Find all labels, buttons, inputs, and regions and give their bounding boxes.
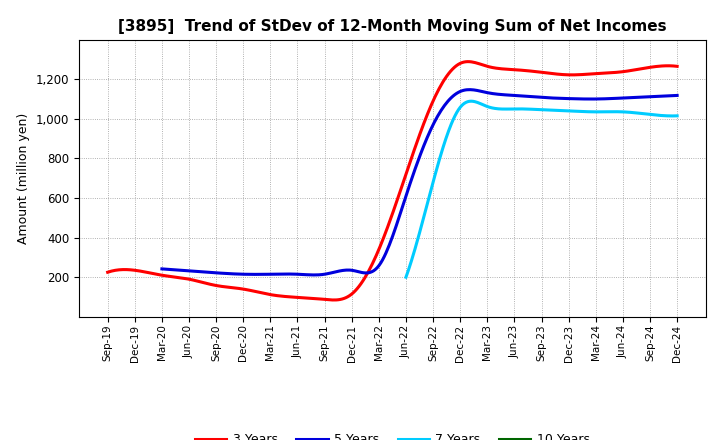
Legend: 3 Years, 5 Years, 7 Years, 10 Years: 3 Years, 5 Years, 7 Years, 10 Years — [190, 429, 595, 440]
Title: [3895]  Trend of StDev of 12-Month Moving Sum of Net Incomes: [3895] Trend of StDev of 12-Month Moving… — [118, 19, 667, 34]
Y-axis label: Amount (million yen): Amount (million yen) — [17, 113, 30, 244]
